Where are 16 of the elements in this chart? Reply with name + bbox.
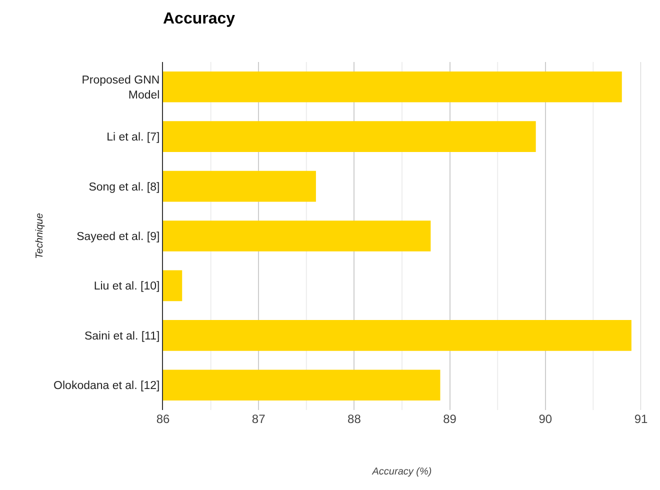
y-tick-label: Li et al. [7] — [106, 132, 160, 144]
x-tick-label: 86 — [156, 412, 170, 426]
x-tick-label: 89 — [443, 412, 457, 426]
y-tick-label: Saini et al. [11] — [84, 330, 160, 342]
x-tick-label: 91 — [634, 412, 648, 426]
y-tick-label: Proposed GNN Model — [82, 74, 160, 102]
y-tick-label: Sayeed et al. [9] — [76, 231, 160, 244]
x-tick-label: 88 — [348, 412, 362, 426]
x-axis-title: Accuracy (%) — [371, 466, 432, 478]
x-tick-label: 87 — [252, 412, 266, 426]
y-tick-label: Olokodana et al. [12] — [54, 380, 160, 392]
y-tick-label: Song et al. [8] — [88, 181, 160, 194]
y-axis-title: Technique — [34, 212, 46, 259]
y-tick-label: Liu et al. [10] — [94, 280, 160, 293]
x-tick-label: 90 — [538, 412, 552, 426]
chart-title: Accuracy — [163, 10, 236, 28]
